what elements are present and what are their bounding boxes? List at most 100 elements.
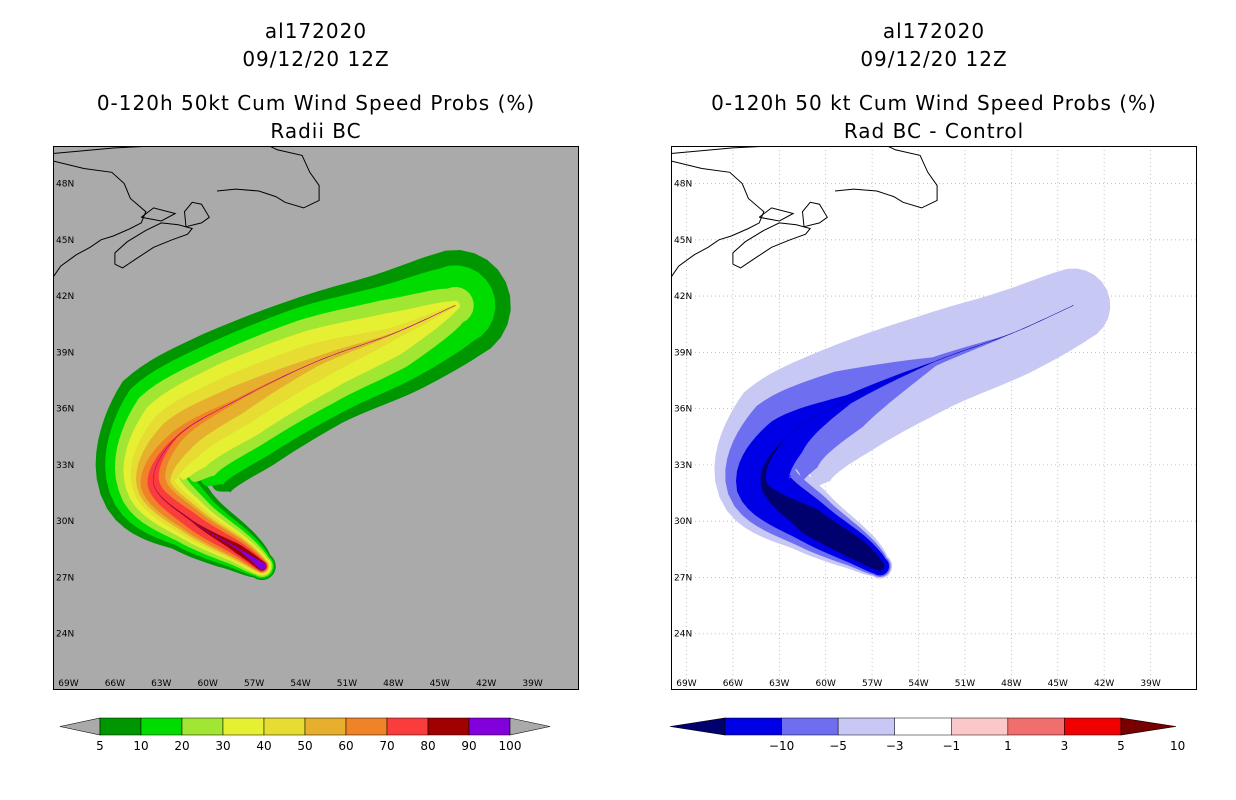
left-colorbar-box: [304, 717, 347, 736]
left-colorbar-label: 40: [256, 739, 271, 753]
left-colorbar-label: 90: [461, 739, 476, 753]
left-x-tick-label: 69W: [58, 679, 78, 689]
left-contour-50: [136, 305, 456, 574]
right-y-tick-label: 24N: [674, 630, 692, 640]
left-x-tick-label: 39W: [522, 679, 542, 689]
right-x-tick-label: 69W: [676, 679, 696, 689]
left-datetime: 09/12/20 12Z: [242, 47, 390, 71]
right-colorbar-box: [1064, 717, 1122, 736]
right-datetime: 09/12/20 12Z: [860, 47, 1008, 71]
left-colorbar-label: 50: [297, 739, 312, 753]
right-x-tick-label: 51W: [955, 679, 975, 689]
left-y-tick-label: 39N: [56, 348, 74, 358]
left-colorbar-box: [140, 717, 183, 736]
right-map-frame: [671, 146, 1197, 690]
left-y-tick-label: 36N: [56, 405, 74, 415]
left-colorbar-box: [427, 717, 470, 736]
left-colorbar-label: 70: [379, 739, 394, 753]
left-storm-id: al172020: [264, 19, 368, 43]
right-colorbar-label: −5: [829, 739, 847, 753]
left-colorbar-label: 30: [215, 739, 230, 753]
right-colorbar-label: −10: [769, 739, 794, 753]
left-chart-title: 0-120h 50kt Cum Wind Speed Probs (%): [96, 91, 536, 115]
right-y-tick-label: 48N: [674, 180, 692, 190]
right-colorbar-label: −3: [886, 739, 904, 753]
left-x-tick-label: 66W: [105, 679, 125, 689]
right-colorbar-box: [951, 717, 1009, 736]
left-colorbar-label: 80: [420, 739, 435, 753]
right-chart-title: 0-120h 50 kt Cum Wind Speed Probs (%): [711, 91, 1157, 115]
right-colorbar-box: [837, 717, 895, 736]
left-coast-segment: [140, 207, 177, 222]
left-x-tick-label: 63W: [151, 679, 171, 689]
left-colorbar-box: [99, 717, 142, 736]
right-contour-neg5: [736, 305, 1074, 576]
left-y-tick-label: 27N: [56, 573, 74, 583]
right-colorbar-label: −1: [942, 739, 960, 753]
left-colorbar-box: [222, 717, 265, 736]
left-colorbar-label: 5: [96, 739, 104, 753]
left-y-tick-label: 45N: [56, 236, 74, 246]
right-colorbar-box: [724, 717, 782, 736]
left-colorbar-label: 10: [133, 739, 148, 753]
right-coast-segment: [758, 207, 795, 222]
left-x-tick-label: 42W: [476, 679, 496, 689]
left-colorbar-label: 20: [174, 739, 189, 753]
left-coast-segment: [53, 160, 147, 278]
left-colorbar-box: [181, 717, 224, 736]
right-chart-subtitle: Rad BC - Control: [843, 119, 1025, 143]
right-difference-map: 69W 66W 63W 60W 57W 54W 51W 48W 45W 42W 39W 48N 45N 4…: [671, 146, 1197, 690]
left-colorbar-label: 100: [499, 739, 522, 753]
left-y-tick-label: 42N: [56, 292, 74, 302]
right-colorbar-under-arrow: [670, 717, 726, 736]
right-y-tick-label: 39N: [674, 348, 692, 358]
right-coast-segment: [834, 146, 938, 209]
right-coast-segment: [732, 222, 812, 269]
left-y-tick-label: 24N: [56, 630, 74, 640]
right-colorbar-label: 1: [1004, 739, 1012, 753]
left-coast-segment: [216, 146, 320, 209]
right-x-tick-label: 39W: [1140, 679, 1160, 689]
right-colorbar-box: [781, 717, 839, 736]
right-x-tick-label: 63W: [769, 679, 789, 689]
right-colorbar-label: 3: [1061, 739, 1069, 753]
right-colorbar: −10 −5 −3 −1 1 3 5 10: [670, 717, 1185, 753]
left-x-tick-label: 57W: [244, 679, 264, 689]
right-x-tick-label: 45W: [1048, 679, 1068, 689]
right-storm-id: al172020: [882, 19, 986, 43]
left-colorbar: 5 10 20 30 40 50 60 70 80 90 100: [59, 717, 551, 753]
right-x-tick-label: 42W: [1094, 679, 1114, 689]
right-y-tick-label: 36N: [674, 405, 692, 415]
left-x-tick-label: 48W: [383, 679, 403, 689]
right-coast-segment: [671, 160, 765, 278]
right-x-tick-label: 48W: [1001, 679, 1021, 689]
right-x-tick-label: 66W: [723, 679, 743, 689]
left-colorbar-box: [468, 717, 511, 736]
left-y-tick-label: 33N: [56, 461, 74, 471]
right-colorbar-box: [1007, 717, 1065, 736]
right-x-tick-label: 57W: [862, 679, 882, 689]
left-y-tick-label: 30N: [56, 517, 74, 527]
right-y-tick-label: 30N: [674, 517, 692, 527]
left-colorbar-under-arrow: [59, 717, 101, 736]
right-x-tick-label: 54W: [908, 679, 928, 689]
left-colorbar-label: 60: [338, 739, 353, 753]
left-chart-subtitle: Radii BC: [270, 119, 362, 143]
left-map-frame: [53, 146, 579, 690]
right-colorbar-label: 5: [1117, 739, 1125, 753]
right-y-tick-label: 45N: [674, 236, 692, 246]
left-x-tick-label: 45W: [430, 679, 450, 689]
right-y-tick-label: 27N: [674, 573, 692, 583]
left-colorbar-box: [345, 717, 388, 736]
right-y-tick-label: 42N: [674, 292, 692, 302]
left-colorbar-box: [263, 717, 306, 736]
right-colorbar-over-arrow: [1120, 717, 1177, 736]
left-x-tick-label: 54W: [290, 679, 310, 689]
right-x-tick-label: 60W: [816, 679, 836, 689]
left-coast-segment: [114, 222, 194, 269]
right-colorbar-box: [894, 717, 952, 736]
right-colorbar-label: 10: [1170, 739, 1185, 753]
left-x-tick-label: 51W: [337, 679, 357, 689]
left-colorbar-box: [386, 717, 429, 736]
left-x-tick-label: 60W: [198, 679, 218, 689]
